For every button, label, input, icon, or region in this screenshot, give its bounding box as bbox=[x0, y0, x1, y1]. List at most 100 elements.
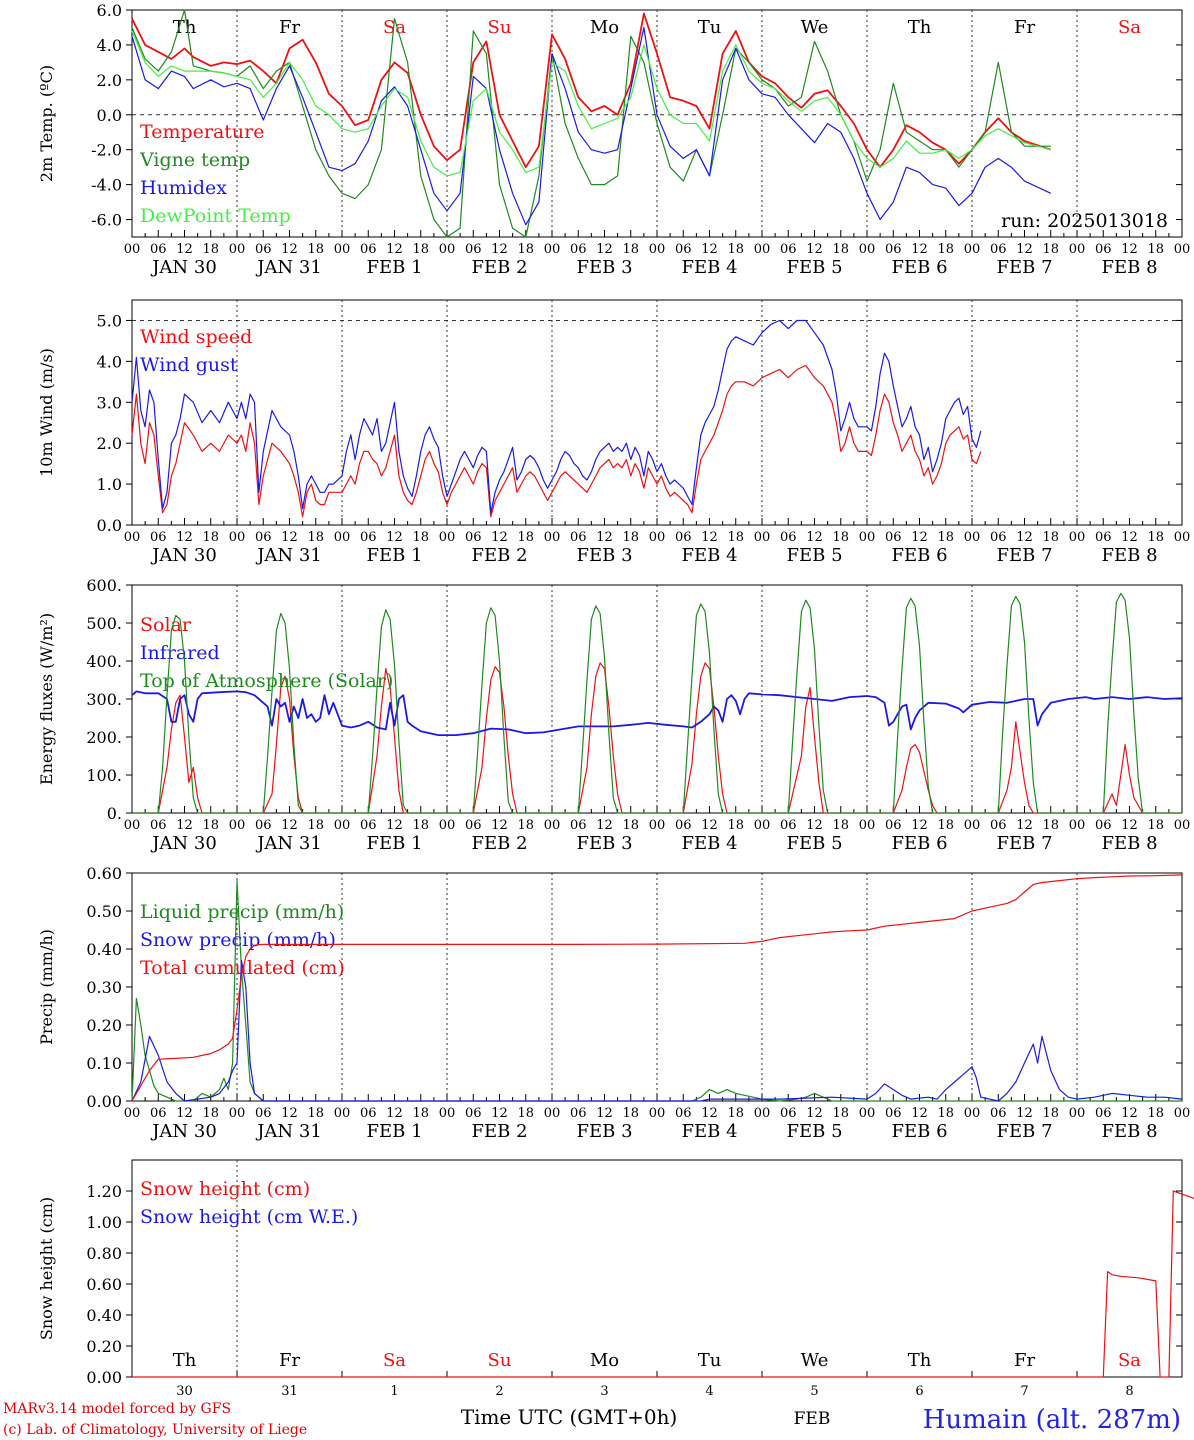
series-line bbox=[131, 26, 1052, 226]
x-tick-label: 06 bbox=[255, 818, 272, 833]
x-tick-label: 18 bbox=[307, 530, 324, 545]
weekday-label: We bbox=[801, 17, 829, 38]
date-label: JAN 31 bbox=[255, 1121, 322, 1142]
x-tick-label: 00 bbox=[544, 530, 561, 545]
month-label: FEB bbox=[794, 1409, 831, 1429]
x-tick-label: 06 bbox=[780, 530, 797, 545]
series-line bbox=[131, 690, 1183, 736]
date-label: FEB 1 bbox=[366, 545, 422, 566]
day-number-label: 1 bbox=[390, 1384, 398, 1399]
x-tick-label: 06 bbox=[675, 818, 692, 833]
x-tick-label: 12 bbox=[491, 1106, 508, 1121]
date-label: JAN 30 bbox=[150, 1121, 217, 1142]
x-tick-label: 00 bbox=[334, 530, 351, 545]
date-label: FEB 4 bbox=[681, 545, 737, 566]
date-label: FEB 7 bbox=[996, 545, 1052, 566]
y-tick-label: 1.00 bbox=[86, 1213, 122, 1232]
series-line bbox=[131, 880, 1182, 1102]
weekday-label: Fr bbox=[1014, 1350, 1035, 1371]
x-tick-label: 06 bbox=[570, 818, 587, 833]
x-tick-label: 18 bbox=[832, 818, 849, 833]
x-tick-label: 12 bbox=[491, 242, 508, 257]
date-label: FEB 4 bbox=[681, 1121, 737, 1142]
x-tick-label: 06 bbox=[990, 242, 1007, 257]
date-label: FEB 8 bbox=[1101, 833, 1157, 854]
x-tick-label: 06 bbox=[675, 530, 692, 545]
y-tick-label: 0.60 bbox=[86, 1275, 122, 1294]
y-tick-label: 0.40 bbox=[86, 1306, 122, 1325]
y-tick-label: 0.00 bbox=[86, 1368, 122, 1387]
x-tick-label: 06 bbox=[360, 242, 377, 257]
x-tick-label: 06 bbox=[465, 1106, 482, 1121]
x-tick-label: 12 bbox=[491, 530, 508, 545]
legend-entry: Wind gust bbox=[140, 354, 238, 376]
x-tick-label: 06 bbox=[990, 530, 1007, 545]
x-tick-label: 18 bbox=[307, 242, 324, 257]
y-tick-label: -2.0 bbox=[91, 141, 122, 160]
x-tick-label: 00 bbox=[334, 1106, 351, 1121]
x-tick-label: 06 bbox=[990, 818, 1007, 833]
x-tick-label: 18 bbox=[517, 818, 534, 833]
x-tick-label: 12 bbox=[911, 818, 928, 833]
credit-lab: (c) Lab. of Climatology, University of L… bbox=[3, 1422, 307, 1438]
x-tick-label: 18 bbox=[1042, 242, 1059, 257]
weekday-label: Tu bbox=[698, 1350, 722, 1371]
y-tick-label: 4.0 bbox=[97, 352, 122, 371]
x-tick-label: 12 bbox=[701, 530, 718, 545]
x-tick-label: 12 bbox=[386, 1106, 403, 1121]
date-label: FEB 6 bbox=[891, 257, 947, 278]
x-tick-label: 12 bbox=[386, 818, 403, 833]
x-tick-label: 12 bbox=[806, 818, 823, 833]
x-tick-label: 18 bbox=[1147, 1106, 1164, 1121]
x-tick-label: 18 bbox=[832, 1106, 849, 1121]
date-label: JAN 31 bbox=[255, 257, 322, 278]
x-tick-label: 18 bbox=[1147, 818, 1164, 833]
series-line bbox=[131, 364, 982, 518]
day-number-label: 3 bbox=[600, 1384, 608, 1399]
date-label: FEB 6 bbox=[891, 833, 947, 854]
legend-entry: Temperature bbox=[140, 121, 264, 143]
x-tick-label: 18 bbox=[1147, 530, 1164, 545]
x-tick-label: 12 bbox=[1121, 242, 1138, 257]
x-tick-label: 18 bbox=[307, 1106, 324, 1121]
x-tick-label: 00 bbox=[1069, 818, 1086, 833]
date-label: FEB 3 bbox=[576, 545, 632, 566]
x-tick-label: 12 bbox=[806, 242, 823, 257]
x-tick-label: 18 bbox=[412, 818, 429, 833]
y-tick-label: 0.20 bbox=[86, 1337, 122, 1356]
legend-entry: Humidex bbox=[140, 177, 227, 199]
legend-entry: Snow height (cm W.E.) bbox=[140, 1206, 358, 1228]
x-tick-label: 06 bbox=[150, 818, 167, 833]
x-tick-label: 06 bbox=[885, 1106, 902, 1121]
x-tick-label: 06 bbox=[465, 818, 482, 833]
y-tick-label: 5.0 bbox=[97, 311, 122, 330]
x-tick-label: 00 bbox=[1069, 1106, 1086, 1121]
x-tick-label: 00 bbox=[649, 1106, 666, 1121]
x-tick-label: 06 bbox=[255, 242, 272, 257]
weekday-label: Sa bbox=[383, 1350, 406, 1371]
x-tick-label: 06 bbox=[780, 818, 797, 833]
x-tick-label: 12 bbox=[701, 242, 718, 257]
x-tick-label: 18 bbox=[622, 1106, 639, 1121]
x-tick-label: 06 bbox=[675, 242, 692, 257]
date-label: FEB 1 bbox=[366, 257, 422, 278]
x-tick-label: 12 bbox=[596, 818, 613, 833]
x-tick-label: 06 bbox=[990, 1106, 1007, 1121]
panel-5: 0.00 0.20 0.40 0.60 0.80 1.00 1.20 Snow height … bbox=[37, 1159, 1194, 1399]
panel-4: 0.00 0.10 0.20 0.30 0.40 0.50 0.60 Precip (mm/h… bbox=[37, 864, 1190, 1142]
y-tick-label: 500. bbox=[86, 614, 122, 633]
x-tick-label: 18 bbox=[622, 530, 639, 545]
x-tick-label: 00 bbox=[124, 1106, 141, 1121]
date-label: JAN 31 bbox=[255, 545, 322, 566]
x-tick-label: 18 bbox=[622, 818, 639, 833]
x-tick-label: 12 bbox=[806, 1106, 823, 1121]
x-tick-label: 12 bbox=[1016, 818, 1033, 833]
date-label: FEB 5 bbox=[786, 257, 842, 278]
series-line bbox=[131, 319, 982, 514]
x-tick-label: 00 bbox=[544, 242, 561, 257]
x-tick-label: 18 bbox=[937, 1106, 954, 1121]
series-line bbox=[131, 30, 1051, 177]
x-tick-label: 18 bbox=[202, 1106, 219, 1121]
x-tick-label: 00 bbox=[229, 530, 246, 545]
